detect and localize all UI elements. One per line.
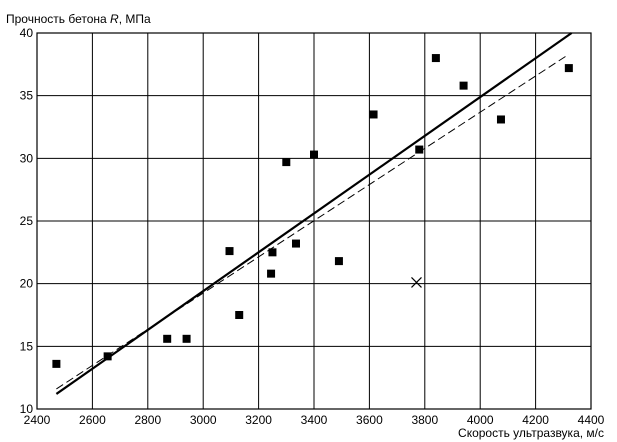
x-tick-label: 4200 (522, 413, 549, 427)
tick-labels: 2400 2600 2800 3000 3200 3400 3600 3800 4000 4200… (20, 26, 605, 427)
y-tick-label: 40 (20, 26, 34, 40)
data-point (431, 54, 440, 63)
data-point (225, 247, 234, 256)
y-tick-label: 20 (20, 277, 34, 291)
outlier-stroke (411, 276, 422, 288)
x-tick-label: 2800 (134, 413, 161, 427)
data-point (564, 64, 573, 73)
data-point (235, 311, 244, 319)
x-tick-label: 4400 (578, 413, 605, 427)
solid-trend-line (55, 32, 573, 395)
plot-frame (36, 32, 592, 410)
x-tick-label: 2600 (79, 413, 106, 427)
x-tick-label: 4000 (467, 413, 494, 427)
x-tick-label: 2400 (24, 413, 51, 427)
data-point (52, 359, 61, 368)
data-point (282, 158, 291, 167)
data-point (415, 145, 424, 154)
y-tick-label: 30 (20, 151, 34, 165)
y-axis-title: Прочность бетона R, МПа (6, 12, 151, 26)
outlier-point (411, 276, 422, 288)
data-point (310, 150, 318, 159)
x-tick-label: 3800 (411, 413, 438, 427)
trend-lines (55, 32, 573, 395)
x-tick-label: 3200 (245, 413, 272, 427)
x-tick-label: 3600 (356, 413, 383, 427)
y-tick-label: 15 (20, 339, 34, 353)
data-point (291, 239, 300, 248)
data-point (163, 334, 172, 343)
x-tick-label: 3000 (190, 413, 217, 427)
data-point (496, 115, 505, 124)
y-tick-label: 25 (20, 214, 34, 228)
data-points (52, 54, 573, 368)
data-point (459, 81, 468, 90)
data-point (334, 257, 343, 266)
grid (36, 32, 592, 410)
data-point (369, 110, 378, 119)
data-point (182, 334, 191, 343)
data-point (267, 269, 276, 278)
y-tick-label: 10 (20, 402, 34, 416)
x-tick-label: 3400 (301, 413, 328, 427)
y-tick-label: 35 (20, 89, 34, 103)
x-axis-title: Скорость ультразвука, м/с (458, 426, 604, 440)
dashed-trend-line (56, 53, 570, 390)
data-point (103, 352, 112, 361)
data-point (268, 248, 277, 257)
